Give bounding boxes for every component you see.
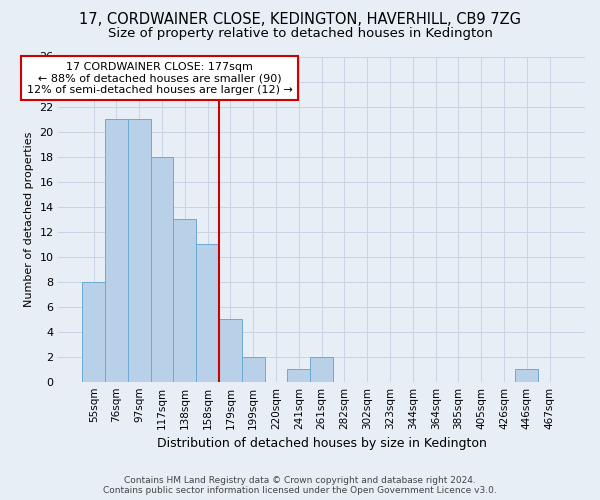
Bar bbox=[196, 244, 219, 382]
Text: Size of property relative to detached houses in Kedington: Size of property relative to detached ho… bbox=[107, 28, 493, 40]
Text: 17 CORDWAINER CLOSE: 177sqm
← 88% of detached houses are smaller (90)
12% of sem: 17 CORDWAINER CLOSE: 177sqm ← 88% of det… bbox=[27, 62, 293, 94]
Bar bbox=[287, 369, 310, 382]
Bar bbox=[173, 219, 196, 382]
X-axis label: Distribution of detached houses by size in Kedington: Distribution of detached houses by size … bbox=[157, 437, 487, 450]
Bar bbox=[219, 319, 242, 382]
Bar bbox=[242, 356, 265, 382]
Bar bbox=[310, 356, 333, 382]
Bar bbox=[105, 119, 128, 382]
Bar bbox=[128, 119, 151, 382]
Text: Contains HM Land Registry data © Crown copyright and database right 2024.
Contai: Contains HM Land Registry data © Crown c… bbox=[103, 476, 497, 495]
Bar bbox=[151, 156, 173, 382]
Bar bbox=[82, 282, 105, 382]
Y-axis label: Number of detached properties: Number of detached properties bbox=[23, 132, 34, 307]
Text: 17, CORDWAINER CLOSE, KEDINGTON, HAVERHILL, CB9 7ZG: 17, CORDWAINER CLOSE, KEDINGTON, HAVERHI… bbox=[79, 12, 521, 28]
Bar bbox=[515, 369, 538, 382]
